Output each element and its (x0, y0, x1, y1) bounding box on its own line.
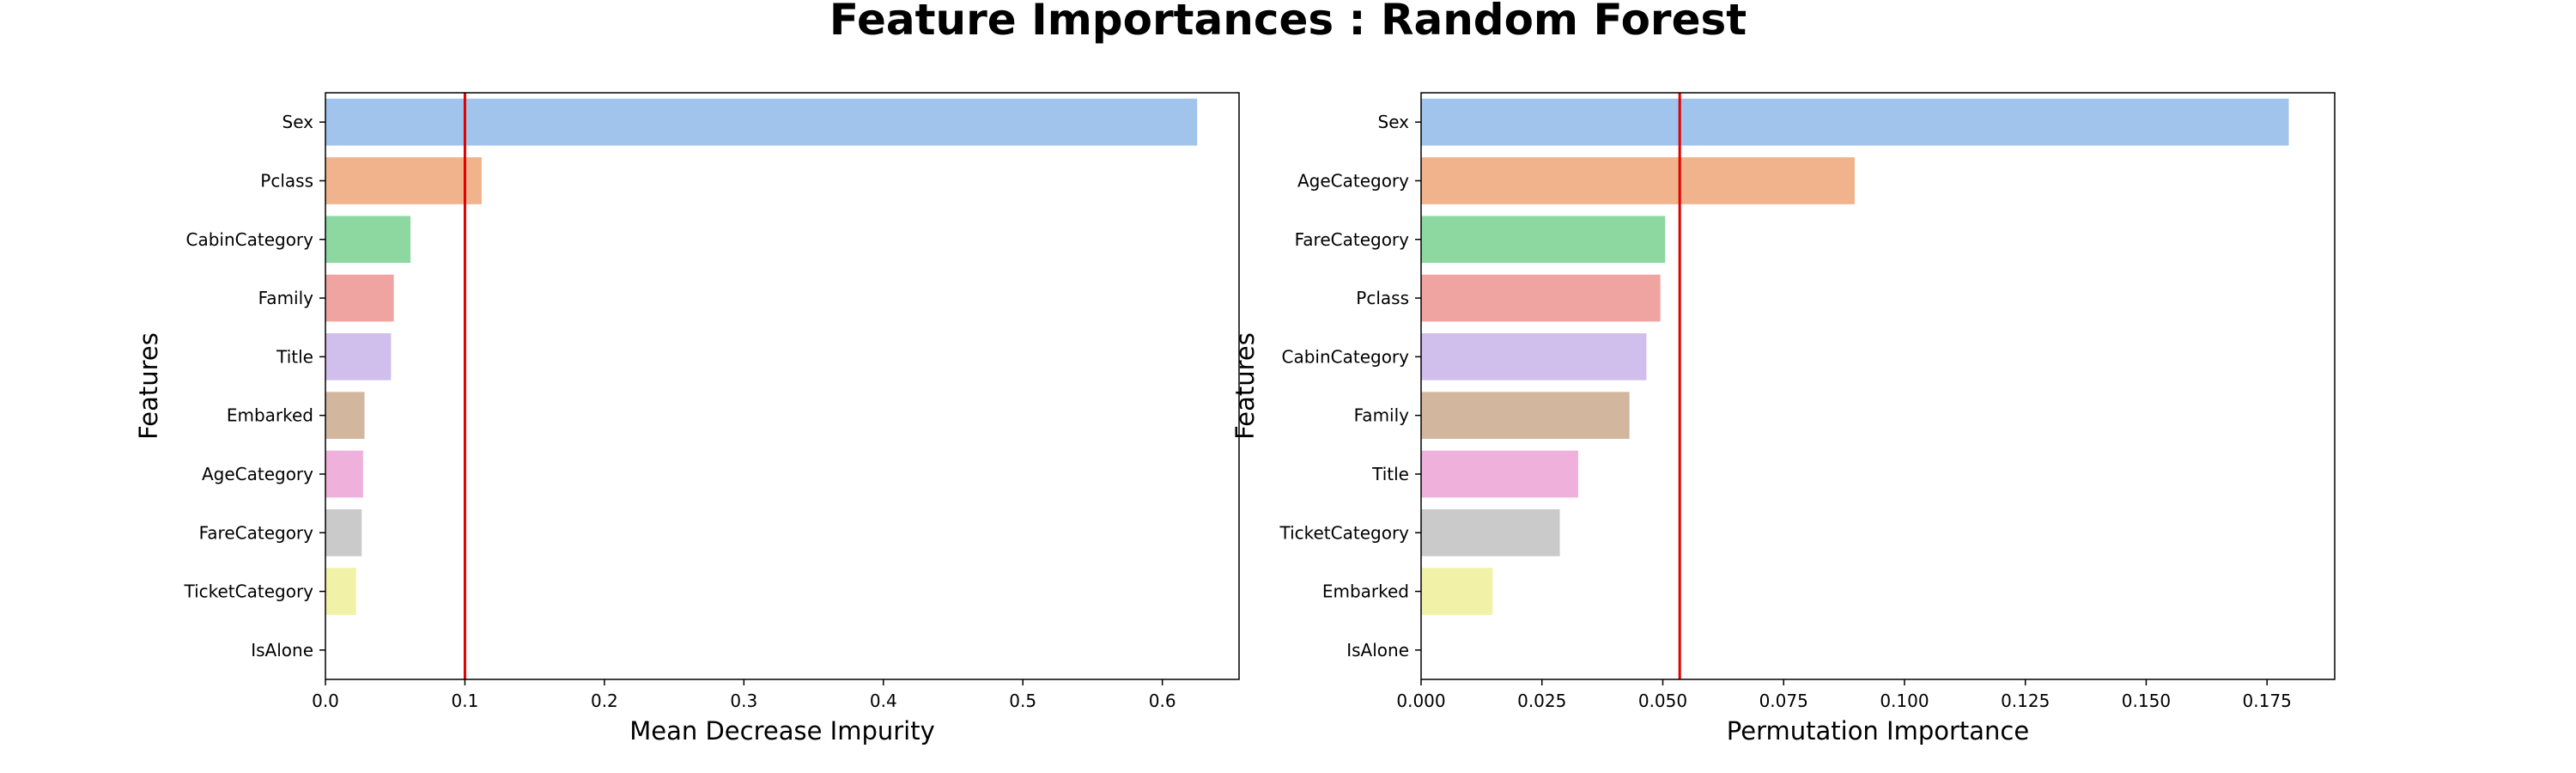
y-tick-label: Title (1371, 464, 1409, 484)
bar-FareCategory (325, 508, 362, 557)
bar-TicketCategory (1421, 508, 1560, 557)
y-tick-label: CabinCategory (185, 229, 313, 250)
y-tick-label: Family (258, 288, 314, 308)
bar-Pclass (325, 157, 482, 204)
x-tick-label: 0.2 (591, 691, 618, 711)
y-tick-label: Embarked (1322, 581, 1409, 602)
y-tick-label: AgeCategory (202, 464, 313, 484)
y-tick-label: FareCategory (199, 522, 314, 543)
y-tick-label: Title (276, 346, 313, 367)
bar-CabinCategory (325, 216, 411, 264)
bar-Embarked (325, 392, 365, 439)
y-tick-label: CabinCategory (1281, 346, 1409, 367)
y-tick-label: Embarked (227, 405, 313, 426)
bar-Title (1421, 450, 1578, 498)
figure-title: Feature Importances : Random Forest (829, 0, 1747, 45)
bar-AgeCategory (1421, 157, 1855, 204)
bar-TicketCategory (325, 568, 356, 615)
bar-AgeCategory (325, 450, 363, 498)
x-tick-label: 0.5 (1009, 691, 1036, 711)
x-tick-label: 0.100 (1880, 691, 1929, 711)
y-tick-label: AgeCategory (1297, 170, 1409, 191)
y-tick-label: Family (1354, 405, 1410, 426)
x-tick-label: 0.050 (1638, 691, 1687, 711)
chart-panel-impurity: Sex Pclass CabinCategory Family Title Embarke… (134, 92, 1240, 746)
bar-Title (325, 333, 392, 380)
y-axis-label: Features (134, 332, 163, 440)
x-axis-label: Permutation Importance (1727, 716, 2029, 746)
axes-frame (1420, 92, 2336, 680)
x-tick-label: 0.025 (1517, 691, 1566, 711)
x-tick-label: 0.1 (452, 691, 479, 711)
x-tick-label: 0.175 (2243, 691, 2292, 711)
x-tick-label: 0.125 (2001, 691, 2050, 711)
bar-Pclass (1421, 274, 1661, 322)
y-tick-label: Pclass (1356, 288, 1409, 308)
x-tick-label: 0.4 (870, 691, 897, 711)
y-tick-label: Pclass (260, 170, 313, 191)
x-tick-label: 0.150 (2122, 691, 2171, 711)
bar-Sex (325, 98, 1198, 146)
bar-CabinCategory (1421, 333, 1647, 380)
x-tick-label: 0.000 (1396, 691, 1445, 711)
bar-FareCategory (1421, 216, 1666, 264)
bar-Family (325, 274, 394, 322)
x-tick-label: 0.075 (1759, 691, 1808, 711)
x-tick-label: 0.6 (1149, 691, 1176, 711)
x-axis-label: Mean Decrease Impurity (629, 716, 935, 746)
y-tick-label: IsAlone (251, 640, 313, 660)
y-tick-label: Sex (1378, 112, 1410, 132)
bar-Embarked (1421, 568, 1493, 615)
y-tick-label: IsAlone (1346, 640, 1409, 660)
chart-panel-permutation: Sex AgeCategory FareCategory Pclass CabinCat… (1230, 92, 2336, 746)
y-tick-label: TicketCategory (1279, 522, 1409, 543)
y-tick-label: FareCategory (1295, 229, 1410, 250)
x-tick-label: 0.3 (730, 691, 757, 711)
y-tick-label: Sex (283, 112, 314, 132)
bar-Sex (1421, 98, 2289, 146)
bar-Family (1421, 392, 1630, 439)
x-tick-label: 0.0 (312, 691, 339, 711)
y-axis-label: Features (1230, 332, 1260, 440)
axes-frame (325, 92, 1240, 680)
y-tick-label: TicketCategory (183, 581, 313, 602)
